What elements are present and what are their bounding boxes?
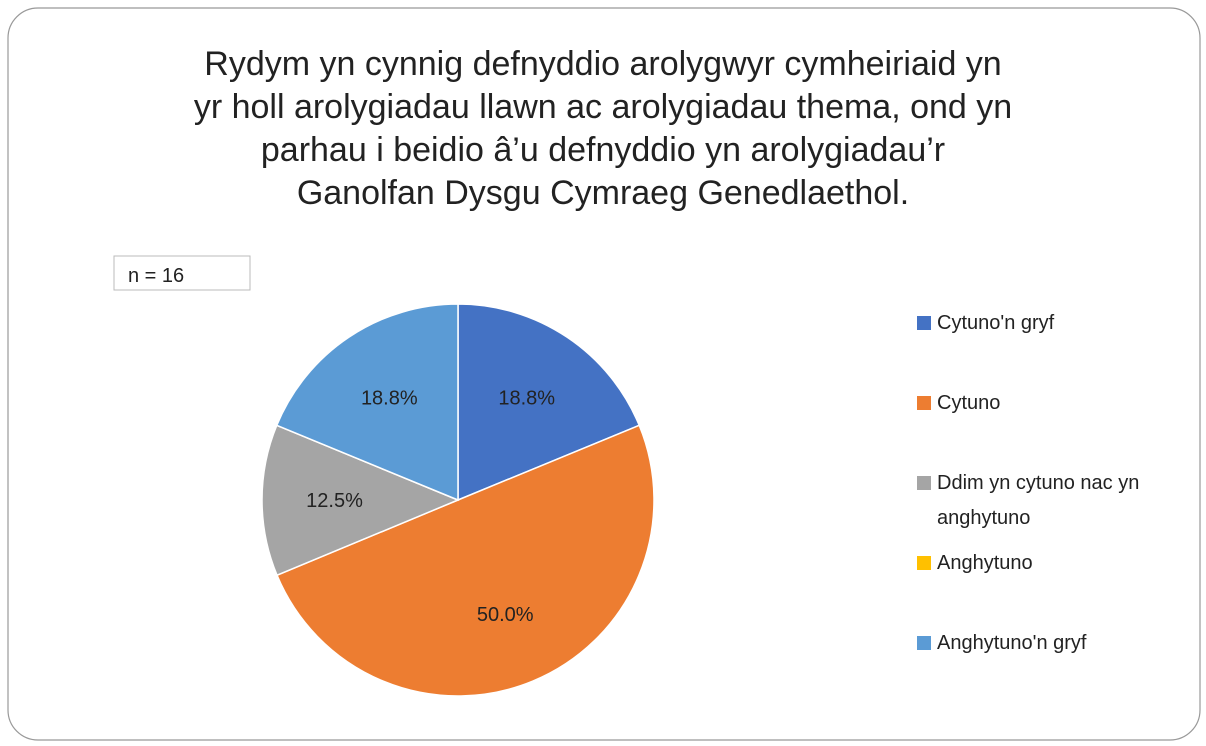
annotation: n = 16 — [128, 265, 184, 287]
legend-swatch — [917, 556, 931, 570]
legend-label: Anghytuno'n gryf — [937, 632, 1087, 654]
legend-label: Ddim yn cytuno nac yn anghytuno — [937, 472, 1140, 529]
chart-title: parhau i beidio â’u defnyddio yn arolygi… — [261, 131, 945, 169]
legend-label: Cytuno — [937, 392, 1001, 414]
chart-title: yr holl arolygiadau llawn ac arolygiadau… — [194, 88, 1012, 126]
pie-slice — [261, 424, 460, 577]
pie-slice — [457, 303, 641, 502]
legend-swatch — [917, 636, 931, 650]
data-label: 18.8% — [361, 387, 418, 409]
legend-swatch — [917, 396, 931, 410]
data-label: 12.5% — [306, 490, 363, 512]
legend-swatch — [917, 316, 931, 330]
legend-label: Cytuno'n gryf — [937, 312, 1055, 334]
pie-slice — [276, 424, 655, 697]
chart-title: Ganolfan Dysgu Cymraeg Genedlaethol. — [297, 174, 909, 212]
chart-title: Rydym yn cynnig defnyddio arolygwyr cymh… — [204, 45, 1001, 83]
data-label: 18.8% — [498, 387, 555, 409]
annotation-box — [113, 255, 251, 291]
legend-swatch — [917, 476, 931, 490]
pie-slice — [275, 303, 459, 502]
legend-label: Anghytuno — [937, 552, 1033, 574]
data-label: 50.0% — [477, 604, 534, 626]
